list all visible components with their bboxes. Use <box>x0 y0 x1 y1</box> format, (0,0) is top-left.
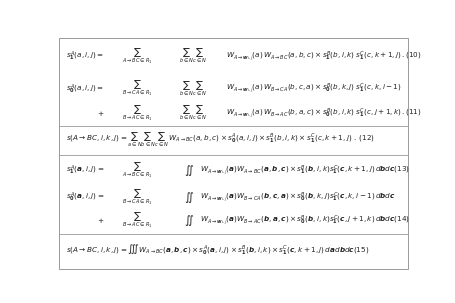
Text: $W_{A\to \boldsymbol{w}_{i,j}}(\boldsymbol{a})W_{B\to CA}(\boldsymbol{b},\boldsy: $W_{A\to \boldsymbol{w}_{i,j}}(\boldsymb… <box>200 190 395 205</box>
Text: $\sum_{B\to CA\in R_1}$: $\sum_{B\to CA\in R_1}$ <box>122 188 152 207</box>
Text: $\sum_{A\to BC\in R_1}$: $\sum_{A\to BC\in R_1}$ <box>122 161 153 180</box>
Text: $s_{\mathbf{1}}^{A}(a,i,j) =$: $s_{\mathbf{1}}^{A}(a,i,j) =$ <box>66 50 104 63</box>
Text: $\iint$: $\iint$ <box>184 213 194 228</box>
Text: $s(A\to BC,i,k,j) = \iiint W_{A\to BC}(\boldsymbol{a},\boldsymbol{b},\boldsymbol: $s(A\to BC,i,k,j) = \iiint W_{A\to BC}(\… <box>66 242 369 256</box>
Text: $\iint$: $\iint$ <box>184 163 194 178</box>
Text: $\sum_{b\in N}\sum_{c\in N}$: $\sum_{b\in N}\sum_{c\in N}$ <box>178 105 207 122</box>
Text: $s_{\mathbf{0}}^{A}(\boldsymbol{a},i,j) =$: $s_{\mathbf{0}}^{A}(\boldsymbol{a},i,j) … <box>66 191 104 204</box>
Text: $W_{A\to \boldsymbol{w}_{i,j}}(a)\,W_{B\to CA}(b,c,a)\times s_{\mathbf{0}}^{B}(b: $W_{A\to \boldsymbol{w}_{i,j}}(a)\,W_{B\… <box>226 82 402 96</box>
Text: $\sum_{b\in N}\sum_{c\in N}$: $\sum_{b\in N}\sum_{c\in N}$ <box>178 80 207 98</box>
Text: $s_{\mathbf{1}}^{A}(\boldsymbol{a},i,j) =$: $s_{\mathbf{1}}^{A}(\boldsymbol{a},i,j) … <box>66 164 104 177</box>
Text: $\sum_{B\to CA\in R_1}$: $\sum_{B\to CA\in R_1}$ <box>122 79 152 98</box>
Text: $\sum_{A\to BC\in R_1}$: $\sum_{A\to BC\in R_1}$ <box>122 47 153 65</box>
Text: $W_{A\to \boldsymbol{w}_{i,j}}(a)\,W_{B\to AC}(b,a,c)\times s_{\mathbf{0}}^{B}(b: $W_{A\to \boldsymbol{w}_{i,j}}(a)\,W_{B\… <box>226 106 422 121</box>
Text: $\iint$: $\iint$ <box>184 190 194 205</box>
Text: $+$: $+$ <box>97 109 105 118</box>
Text: $+$: $+$ <box>97 216 105 225</box>
Text: $W_{A\to \boldsymbol{w}_{i,j}}(\boldsymbol{a})W_{B\to AC}(\boldsymbol{b},\boldsy: $W_{A\to \boldsymbol{w}_{i,j}}(\boldsymb… <box>200 213 410 228</box>
Text: $s_{\mathbf{0}}^{A}(a,i,j) =$: $s_{\mathbf{0}}^{A}(a,i,j) =$ <box>66 82 104 95</box>
Text: $W_{A\to \boldsymbol{w}_{i,j}}(\boldsymbol{a})W_{A\to BC}(\boldsymbol{a},\boldsy: $W_{A\to \boldsymbol{w}_{i,j}}(\boldsymb… <box>200 163 410 178</box>
Text: $W_{A\to \boldsymbol{w}_{i,j}}(a)\,W_{A\to BC}(a,b,c)\times s_{\mathbf{1}}^{B}(b: $W_{A\to \boldsymbol{w}_{i,j}}(a)\,W_{A\… <box>226 49 422 64</box>
Text: $\sum_{B\to AC\in R_1}$: $\sum_{B\to AC\in R_1}$ <box>122 211 152 230</box>
Text: $s(A\to BC,i,k,j) = \sum_{a\in N}\sum_{b\in N}\sum_{c\in N}\,W_{A\to BC}(a,b,c)\: $s(A\to BC,i,k,j) = \sum_{a\in N}\sum_{b… <box>66 131 374 149</box>
Text: $\sum_{b\in N}\sum_{c\in N}$: $\sum_{b\in N}\sum_{c\in N}$ <box>178 47 207 65</box>
Text: $\sum_{B\to AC\in R_1}$: $\sum_{B\to AC\in R_1}$ <box>122 104 152 123</box>
